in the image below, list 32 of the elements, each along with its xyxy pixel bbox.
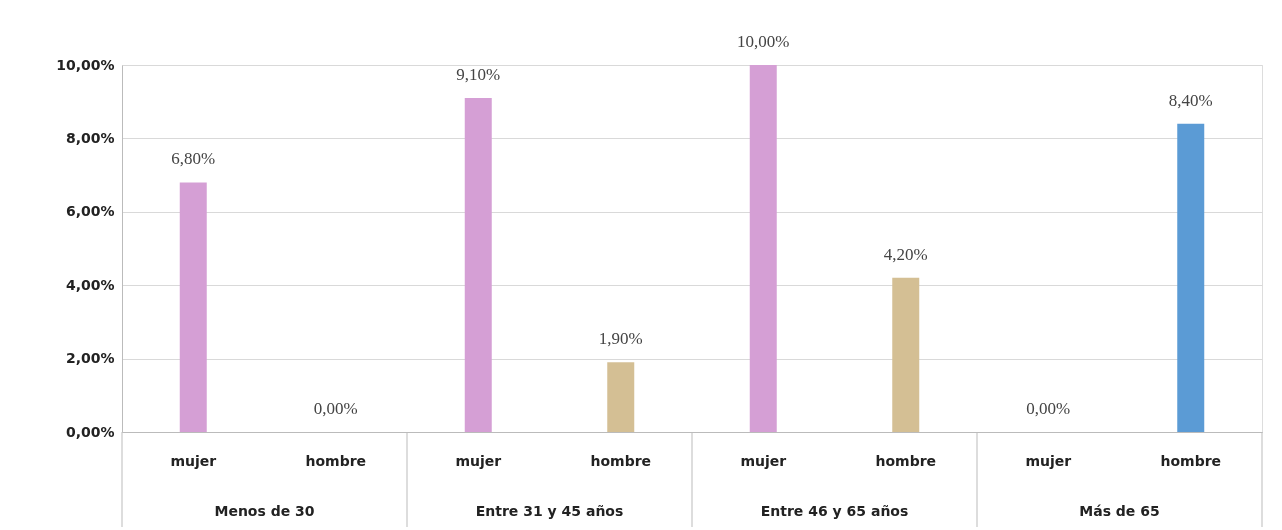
y-tick-label: 4,00% xyxy=(65,276,115,293)
y-tick-label: 10,00% xyxy=(56,56,115,73)
data-label: 10,00% xyxy=(737,32,790,51)
x-tick-label: mujer xyxy=(1025,452,1072,469)
bar xyxy=(464,98,492,432)
text: Entre 46 y 65 años xyxy=(760,503,909,519)
data-label: 1,90% xyxy=(598,329,643,349)
data-label: 0,00% xyxy=(1026,399,1071,418)
x-tick-label: hombre xyxy=(1160,452,1222,469)
x-tick-label: mujer xyxy=(170,452,217,469)
text: Más de 65 xyxy=(1079,503,1160,519)
y-tick-label: 2,00% xyxy=(65,350,115,367)
bar xyxy=(892,277,920,432)
data-label: 9,10% xyxy=(456,65,501,85)
data-label: 4,20% xyxy=(883,244,928,264)
y-tick-label: 6,00% xyxy=(65,203,115,220)
bar xyxy=(179,182,207,432)
data-label: 0,00% xyxy=(313,399,358,418)
x-tick-label: hombre xyxy=(305,452,367,469)
bar xyxy=(607,362,635,432)
y-tick-label: 0,00% xyxy=(65,423,115,440)
x-tick-label: hombre xyxy=(590,452,652,469)
text: Entre 31 y 45 años xyxy=(475,503,624,519)
bar xyxy=(749,65,777,432)
bar xyxy=(1177,123,1205,432)
text: Menos de 30 xyxy=(214,503,315,519)
x-tick-label: mujer xyxy=(740,452,787,469)
data-label: 8,40% xyxy=(1168,90,1213,110)
x-tick-label: mujer xyxy=(455,452,502,469)
y-tick-label: 8,00% xyxy=(65,129,115,146)
x-tick-label: hombre xyxy=(875,452,937,469)
data-label: 6,80% xyxy=(171,149,216,169)
